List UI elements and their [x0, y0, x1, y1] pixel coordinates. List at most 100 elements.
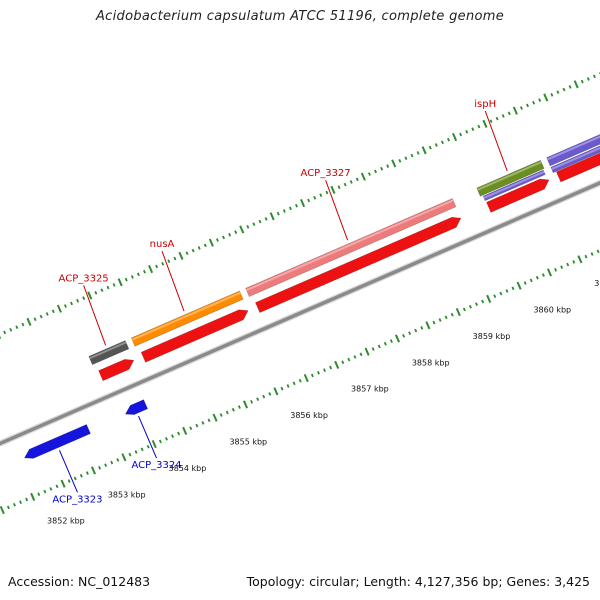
reverse-tick-mark	[425, 321, 431, 330]
reverse-tick-mark	[262, 394, 266, 399]
reverse-tick-mark	[98, 466, 102, 470]
forward-tick-mark	[459, 132, 463, 137]
forward-tick-mark	[124, 277, 128, 282]
gene-bar-shc-inner	[550, 145, 600, 174]
gene-bar-shc-shine	[546, 135, 600, 161]
reverse-tick-mark	[577, 255, 583, 264]
forward-tick-mark	[428, 145, 432, 150]
forward-tick-mark	[148, 265, 154, 274]
forward-tick-mark	[178, 251, 184, 260]
kbp-scale-label: 3852 kbp	[47, 517, 85, 526]
gene-label-acp-3327: ACP_3327	[301, 168, 351, 179]
forward-tick-mark	[112, 283, 116, 287]
gene-label-acp-3324: ACP_3324	[131, 460, 181, 471]
gene-bar-isph-inner	[482, 169, 546, 202]
reverse-tick-mark	[359, 352, 363, 357]
forward-tick-mark	[173, 256, 177, 261]
reverse-tick-mark	[19, 500, 22, 504]
forward-tick-mark	[208, 238, 214, 247]
reverse-tick-mark	[55, 484, 59, 489]
forward-tick-mark	[117, 278, 123, 287]
label-line-acp-3325	[83, 285, 107, 346]
forward-tick-mark	[21, 322, 25, 327]
reverse-tick-mark	[347, 357, 351, 362]
reverse-tick-mark	[560, 265, 564, 270]
reverse-tick-mark	[37, 492, 41, 497]
gene-bar-isph-inner-shine	[483, 170, 545, 199]
forward-tick-mark	[507, 111, 511, 116]
reverse-tick-mark	[250, 400, 254, 404]
reverse-tick-mark	[450, 312, 454, 317]
reverse-tick-mark	[389, 339, 393, 343]
reverse-tick-mark	[177, 431, 181, 436]
reverse-tick-mark	[134, 450, 138, 454]
forward-tick-mark	[246, 225, 250, 229]
reverse-tick-mark	[334, 360, 340, 369]
reverse-tick-mark	[329, 365, 333, 370]
forward-tick-mark	[130, 275, 134, 279]
forward-tick-mark	[519, 106, 523, 110]
backbone	[0, 181, 600, 446]
reverse-tick-mark	[316, 370, 320, 375]
reverse-tick-mark	[505, 289, 509, 293]
accession-text: Accession: NC_012483	[8, 574, 151, 589]
reverse-tick-mark	[30, 492, 36, 501]
forward-tick-mark	[100, 288, 104, 293]
reverse-tick-mark	[292, 381, 296, 386]
gene-bar-acp-3325	[88, 340, 130, 366]
kbp-scale-label: 3861 kbp	[594, 279, 600, 288]
reverse-tick-mark	[49, 487, 53, 491]
forward-tick-mark	[465, 129, 469, 134]
forward-tick-mark	[391, 159, 397, 168]
reverse-tick-mark	[242, 400, 249, 409]
reverse-tick-mark	[201, 421, 205, 425]
reverse-tick-mark	[280, 386, 284, 391]
forward-tick-mark	[440, 140, 444, 145]
forward-tick-mark	[33, 317, 37, 322]
gene-bar-acp-3327	[245, 198, 457, 297]
reverse-tick-mark	[189, 426, 193, 431]
forward-tick-mark	[416, 151, 420, 155]
forward-tick-mark	[3, 330, 7, 335]
reverse-tick-mark	[79, 473, 83, 478]
forward-tick-mark	[94, 291, 98, 295]
reverse-tick-mark	[438, 318, 442, 322]
reverse-tick-mark	[516, 281, 522, 290]
forward-tick-mark	[70, 301, 73, 306]
reverse-tick-mark	[444, 315, 448, 320]
reverse-tick-mark	[523, 281, 527, 285]
forward-tick-mark	[191, 248, 195, 253]
forward-tick-mark	[337, 185, 341, 190]
reverse-tick-mark	[420, 326, 424, 330]
label-line-acp-3324	[138, 415, 157, 459]
reverse-tick-mark	[590, 252, 594, 256]
forward-tick-mark	[56, 304, 62, 313]
reverse-tick-mark	[493, 294, 497, 299]
reverse-tick-mark	[298, 378, 302, 383]
label-line-acp-3327	[325, 180, 349, 241]
kbp-scale-label: 3860 kbp	[533, 306, 571, 315]
forward-tick-mark	[197, 246, 201, 250]
reverse-tick-mark	[414, 328, 418, 333]
forward-tick-mark	[452, 133, 458, 142]
forward-tick-mark	[307, 198, 311, 203]
forward-tick-mark	[136, 272, 140, 277]
gene-bar-isph-shine	[477, 161, 542, 191]
reverse-tick-mark	[151, 440, 157, 449]
reverse-tick-mark	[171, 434, 174, 438]
reverse-tick-mark	[268, 392, 272, 396]
reverse-tick-mark	[341, 360, 345, 365]
gene-bar-shc	[546, 134, 600, 167]
forward-tick-mark	[51, 309, 55, 314]
reverse-tick-mark	[146, 444, 150, 449]
gene-bar-nusa	[130, 290, 244, 347]
reverse-tick-mark	[225, 410, 229, 415]
forward-tick-mark	[264, 217, 268, 221]
forward-tick-mark	[580, 79, 584, 84]
forward-tick-mark	[313, 195, 317, 200]
forward-tick-mark	[543, 93, 549, 102]
forward-tick-mark	[410, 153, 414, 158]
gene-arrow-acp-3324	[124, 399, 149, 415]
reverse-tick-mark	[584, 254, 588, 259]
